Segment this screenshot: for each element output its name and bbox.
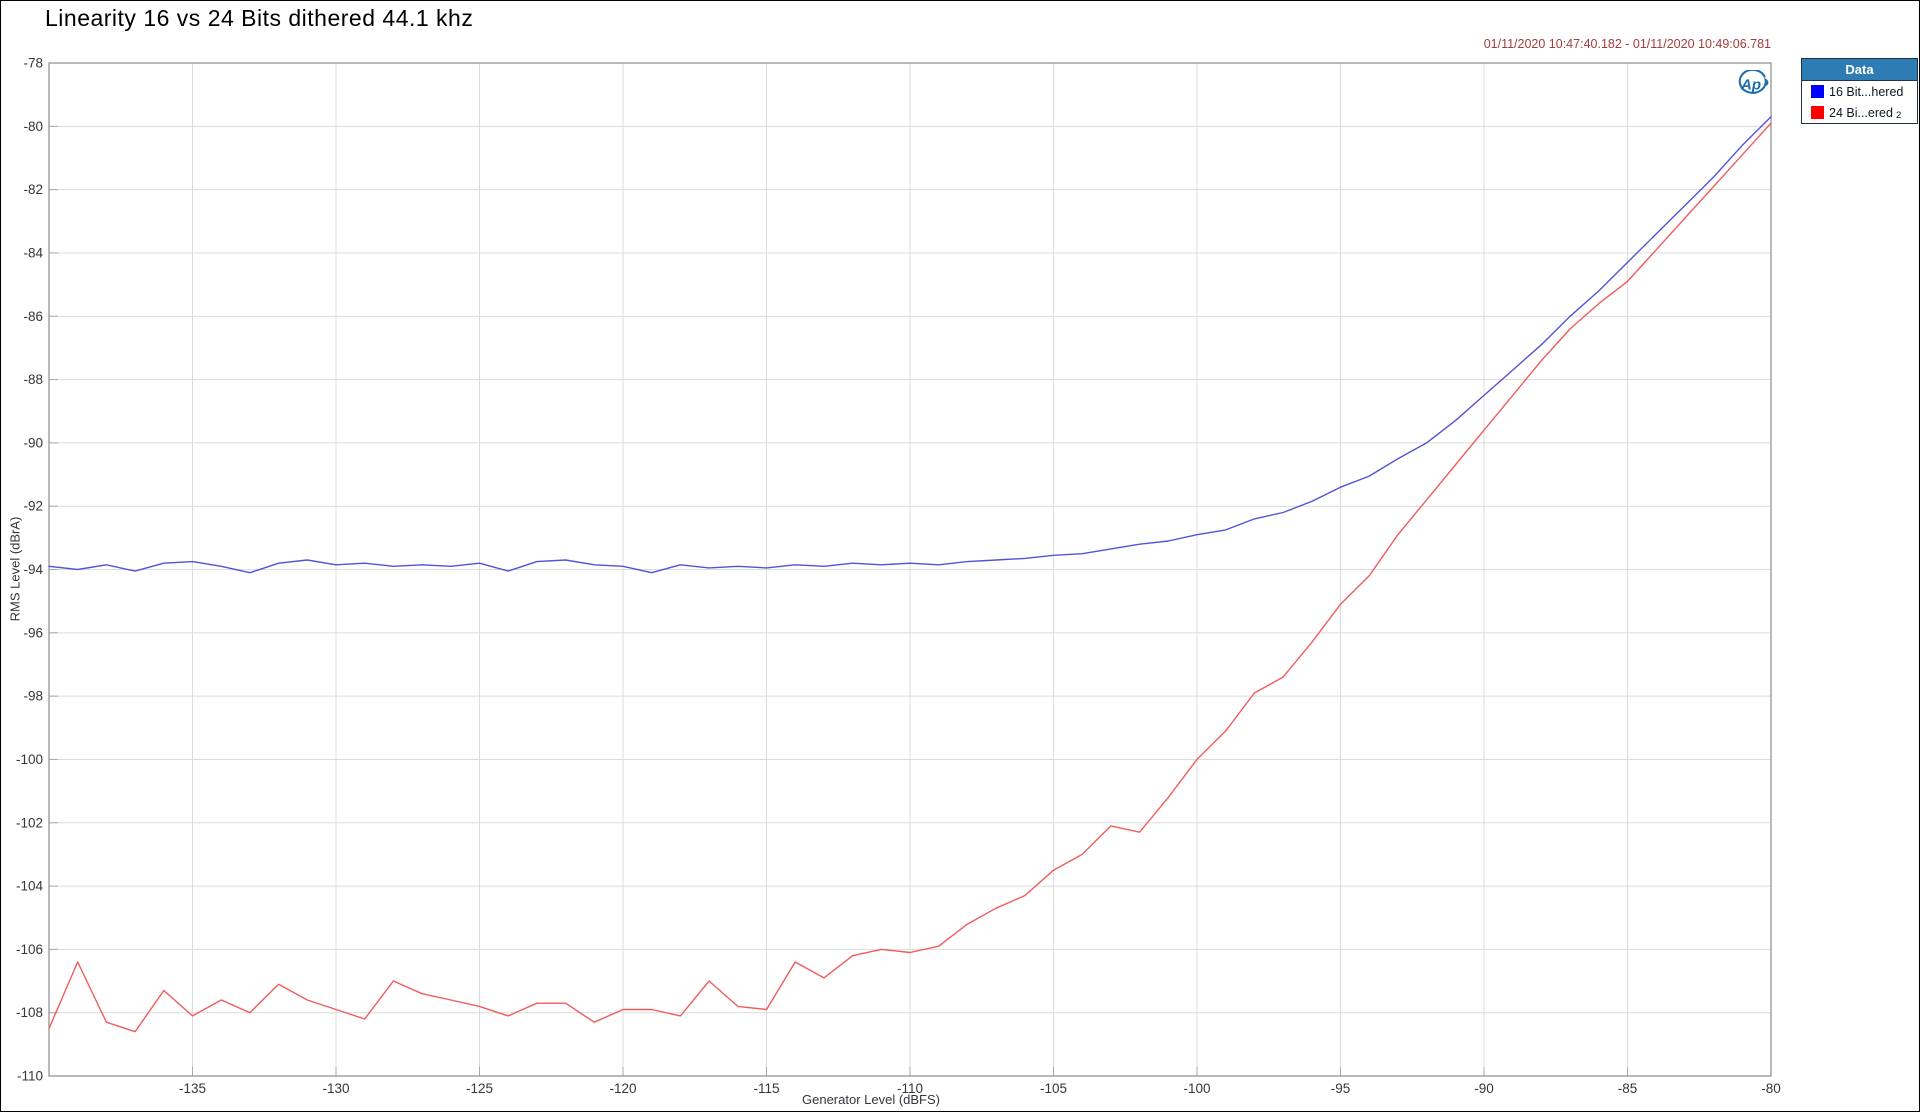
- legend-label-24bit: 24 Bi...ered: [1829, 105, 1893, 120]
- series-line-24bit: [48, 122, 1772, 1033]
- series-swatch-24bit: [1811, 106, 1824, 119]
- x-tick-label: -85: [1618, 1081, 1638, 1096]
- x-tick-label: -90: [1474, 1081, 1494, 1096]
- legend-item-16bit[interactable]: 16 Bit...hered: [1802, 81, 1917, 102]
- legend-item-24bit[interactable]: 24 Bi...ered 2: [1802, 102, 1917, 123]
- x-tick-label: -110: [897, 1081, 923, 1096]
- x-tick-label: -135: [179, 1081, 206, 1096]
- series-line-16bit: [48, 116, 1772, 574]
- ap-logo-icon: Ap: [1737, 68, 1769, 99]
- x-tick-label: -115: [753, 1081, 779, 1096]
- x-tick-label: -130: [322, 1081, 349, 1096]
- x-tick-label: -80: [1761, 1081, 1781, 1096]
- y-tick-label: -108: [16, 1005, 43, 1020]
- x-tick-label: -100: [1183, 1081, 1210, 1096]
- y-tick-label: -90: [23, 435, 43, 450]
- measurement-timestamp: 01/11/2020 10:47:40.182 - 01/11/2020 10:…: [1483, 37, 1771, 51]
- y-tick-label: -94: [23, 562, 43, 577]
- y-tick-label: -84: [23, 245, 43, 260]
- y-tick-label: -100: [16, 752, 43, 767]
- y-tick-label: -78: [23, 56, 43, 71]
- x-axis-title: Generator Level (dBFS): [801, 1092, 941, 1107]
- y-tick-label: -102: [16, 815, 43, 830]
- y-tick-label: -80: [23, 119, 43, 134]
- y-tick-label: -98: [23, 689, 43, 704]
- svg-text:Ap: Ap: [1740, 77, 1761, 94]
- y-tick-label: -88: [23, 372, 43, 387]
- y-tick-label: -86: [23, 309, 43, 324]
- plot-frame: [48, 62, 1772, 1077]
- x-tick-label: -95: [1331, 1081, 1351, 1096]
- legend-channel-suffix: 2: [1895, 110, 1902, 121]
- y-tick-label: -82: [23, 182, 43, 197]
- y-axis-title: RMS Level (dBrA): [7, 516, 23, 622]
- x-tick-label: -105: [1040, 1081, 1067, 1096]
- legend-panel: Data 16 Bit...hered 24 Bi...ered 2: [1801, 58, 1918, 124]
- y-tick-label: -92: [23, 499, 43, 514]
- y-tick-label: -96: [23, 625, 43, 640]
- chart-title: Linearity 16 vs 24 Bits dithered 44.1 kh…: [45, 5, 474, 31]
- legend-label-16bit: 16 Bit...hered: [1829, 84, 1904, 99]
- legend-header: Data: [1802, 59, 1917, 81]
- series-swatch-16bit: [1811, 85, 1824, 98]
- y-tick-label: -106: [16, 942, 43, 957]
- y-tick-label: -110: [17, 1069, 43, 1084]
- y-tick-label: -104: [16, 879, 44, 894]
- x-tick-label: -125: [466, 1081, 493, 1096]
- x-tick-label: -120: [609, 1081, 636, 1096]
